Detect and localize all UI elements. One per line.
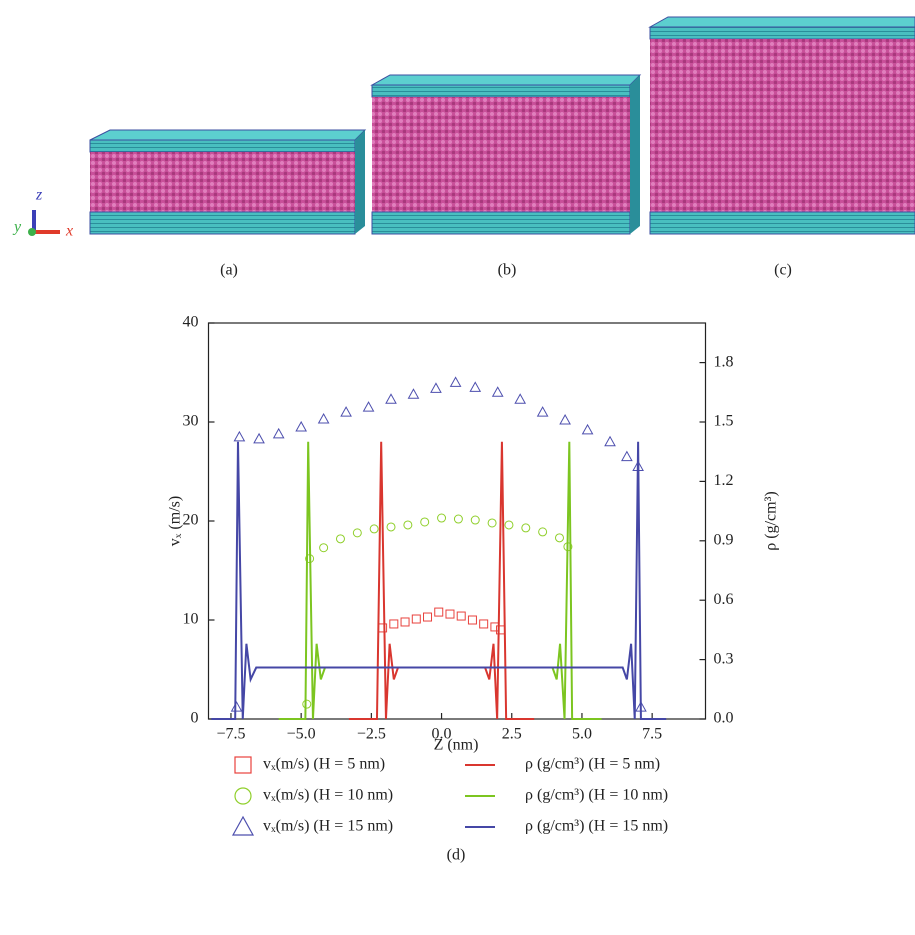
y2-tick-label: 1.8: [714, 353, 734, 370]
y-tick-label: 0: [191, 710, 199, 727]
marker: [468, 616, 476, 624]
panel-label: (a): [220, 262, 238, 279]
y2-tick-label: 1.5: [714, 413, 734, 430]
x-tick-label: 7.5: [642, 726, 662, 743]
marker: [254, 434, 264, 443]
y-axis-label: vₓ (m/s): [167, 496, 184, 546]
marker: [320, 544, 328, 552]
x-tick-label: 2.5: [502, 726, 522, 743]
marker: [234, 432, 244, 441]
legend-label: ρ (g/cm³) (H = 15 nm): [525, 818, 668, 835]
y2-tick-label: 0.9: [714, 531, 734, 548]
marker: [560, 415, 570, 424]
marker: [493, 387, 503, 396]
y-tick-label: 40: [183, 314, 199, 331]
marker: [605, 437, 615, 446]
marker: [353, 529, 361, 537]
marker: [421, 518, 429, 526]
axis-letter: y: [12, 219, 22, 236]
marker: [515, 394, 525, 403]
marker: [431, 383, 441, 392]
axis-letter: x: [65, 223, 73, 240]
marker: [274, 429, 284, 438]
marker: [505, 521, 513, 529]
marker: [435, 608, 443, 616]
x-tick-label: 5.0: [572, 726, 592, 743]
marker: [412, 615, 420, 623]
y2-tick-label: 0.6: [714, 591, 734, 608]
marker: [583, 425, 593, 434]
y2-tick-label: 0.0: [714, 710, 734, 727]
marker: [471, 516, 479, 524]
x-tick-label: −5.0: [287, 726, 316, 743]
x-tick-label: −7.5: [216, 726, 245, 743]
marker: [408, 389, 418, 398]
panel-label: (d): [447, 847, 466, 864]
simulation-box: [650, 17, 915, 234]
legend-label: ρ (g/cm³) (H = 10 nm): [525, 787, 668, 804]
y-tick-label: 10: [183, 611, 199, 628]
line: [211, 442, 666, 719]
marker: [336, 535, 344, 543]
marker: [438, 514, 446, 522]
marker: [424, 613, 432, 621]
line: [279, 442, 602, 719]
marker: [296, 422, 306, 431]
legend-label: ρ (g/cm³) (H = 5 nm): [525, 756, 660, 773]
marker: [555, 534, 563, 542]
legend-marker: [235, 757, 251, 773]
marker: [303, 700, 311, 708]
marker: [470, 382, 480, 391]
y-tick-label: 20: [183, 512, 199, 529]
marker: [386, 394, 396, 403]
marker: [370, 525, 378, 533]
x-tick-label: 0.0: [432, 726, 452, 743]
legend-label: vₓ(m/s) (H = 10 nm): [263, 787, 393, 804]
marker: [364, 402, 374, 411]
y-tick-label: 30: [183, 413, 199, 430]
legend-label: vₓ(m/s) (H = 15 nm): [263, 818, 393, 835]
marker: [446, 610, 454, 618]
legend-label: vₓ(m/s) (H = 5 nm): [263, 756, 385, 773]
marker: [387, 523, 395, 531]
marker: [401, 618, 409, 626]
y2-tick-label: 0.3: [714, 650, 734, 667]
panel-label: (b): [498, 262, 517, 279]
marker: [404, 521, 412, 529]
marker: [454, 515, 462, 523]
simulation-box: [90, 130, 365, 234]
x-tick-label: −2.5: [357, 726, 386, 743]
marker: [622, 452, 632, 461]
marker: [390, 620, 398, 628]
marker: [319, 414, 329, 423]
figure: z y x (a) (b) (c) (d) Z (nm) vₓ (m/s) ρ …: [0, 0, 915, 930]
panel-label: (c): [774, 262, 792, 279]
legend-marker: [235, 788, 251, 804]
y2-axis-label: ρ (g/cm³): [763, 491, 780, 550]
marker: [457, 612, 465, 620]
marker: [539, 528, 547, 536]
marker: [341, 407, 351, 416]
marker: [451, 377, 461, 386]
marker: [488, 519, 496, 527]
marker: [522, 524, 530, 532]
y2-tick-label: 1.2: [714, 472, 734, 489]
marker: [232, 702, 242, 711]
marker: [480, 620, 488, 628]
legend-marker: [233, 817, 253, 835]
marker: [538, 407, 548, 416]
simulation-box: [372, 75, 640, 234]
axis-letter: z: [35, 187, 43, 204]
line: [349, 442, 534, 719]
axis-triad: z y x: [12, 187, 73, 240]
